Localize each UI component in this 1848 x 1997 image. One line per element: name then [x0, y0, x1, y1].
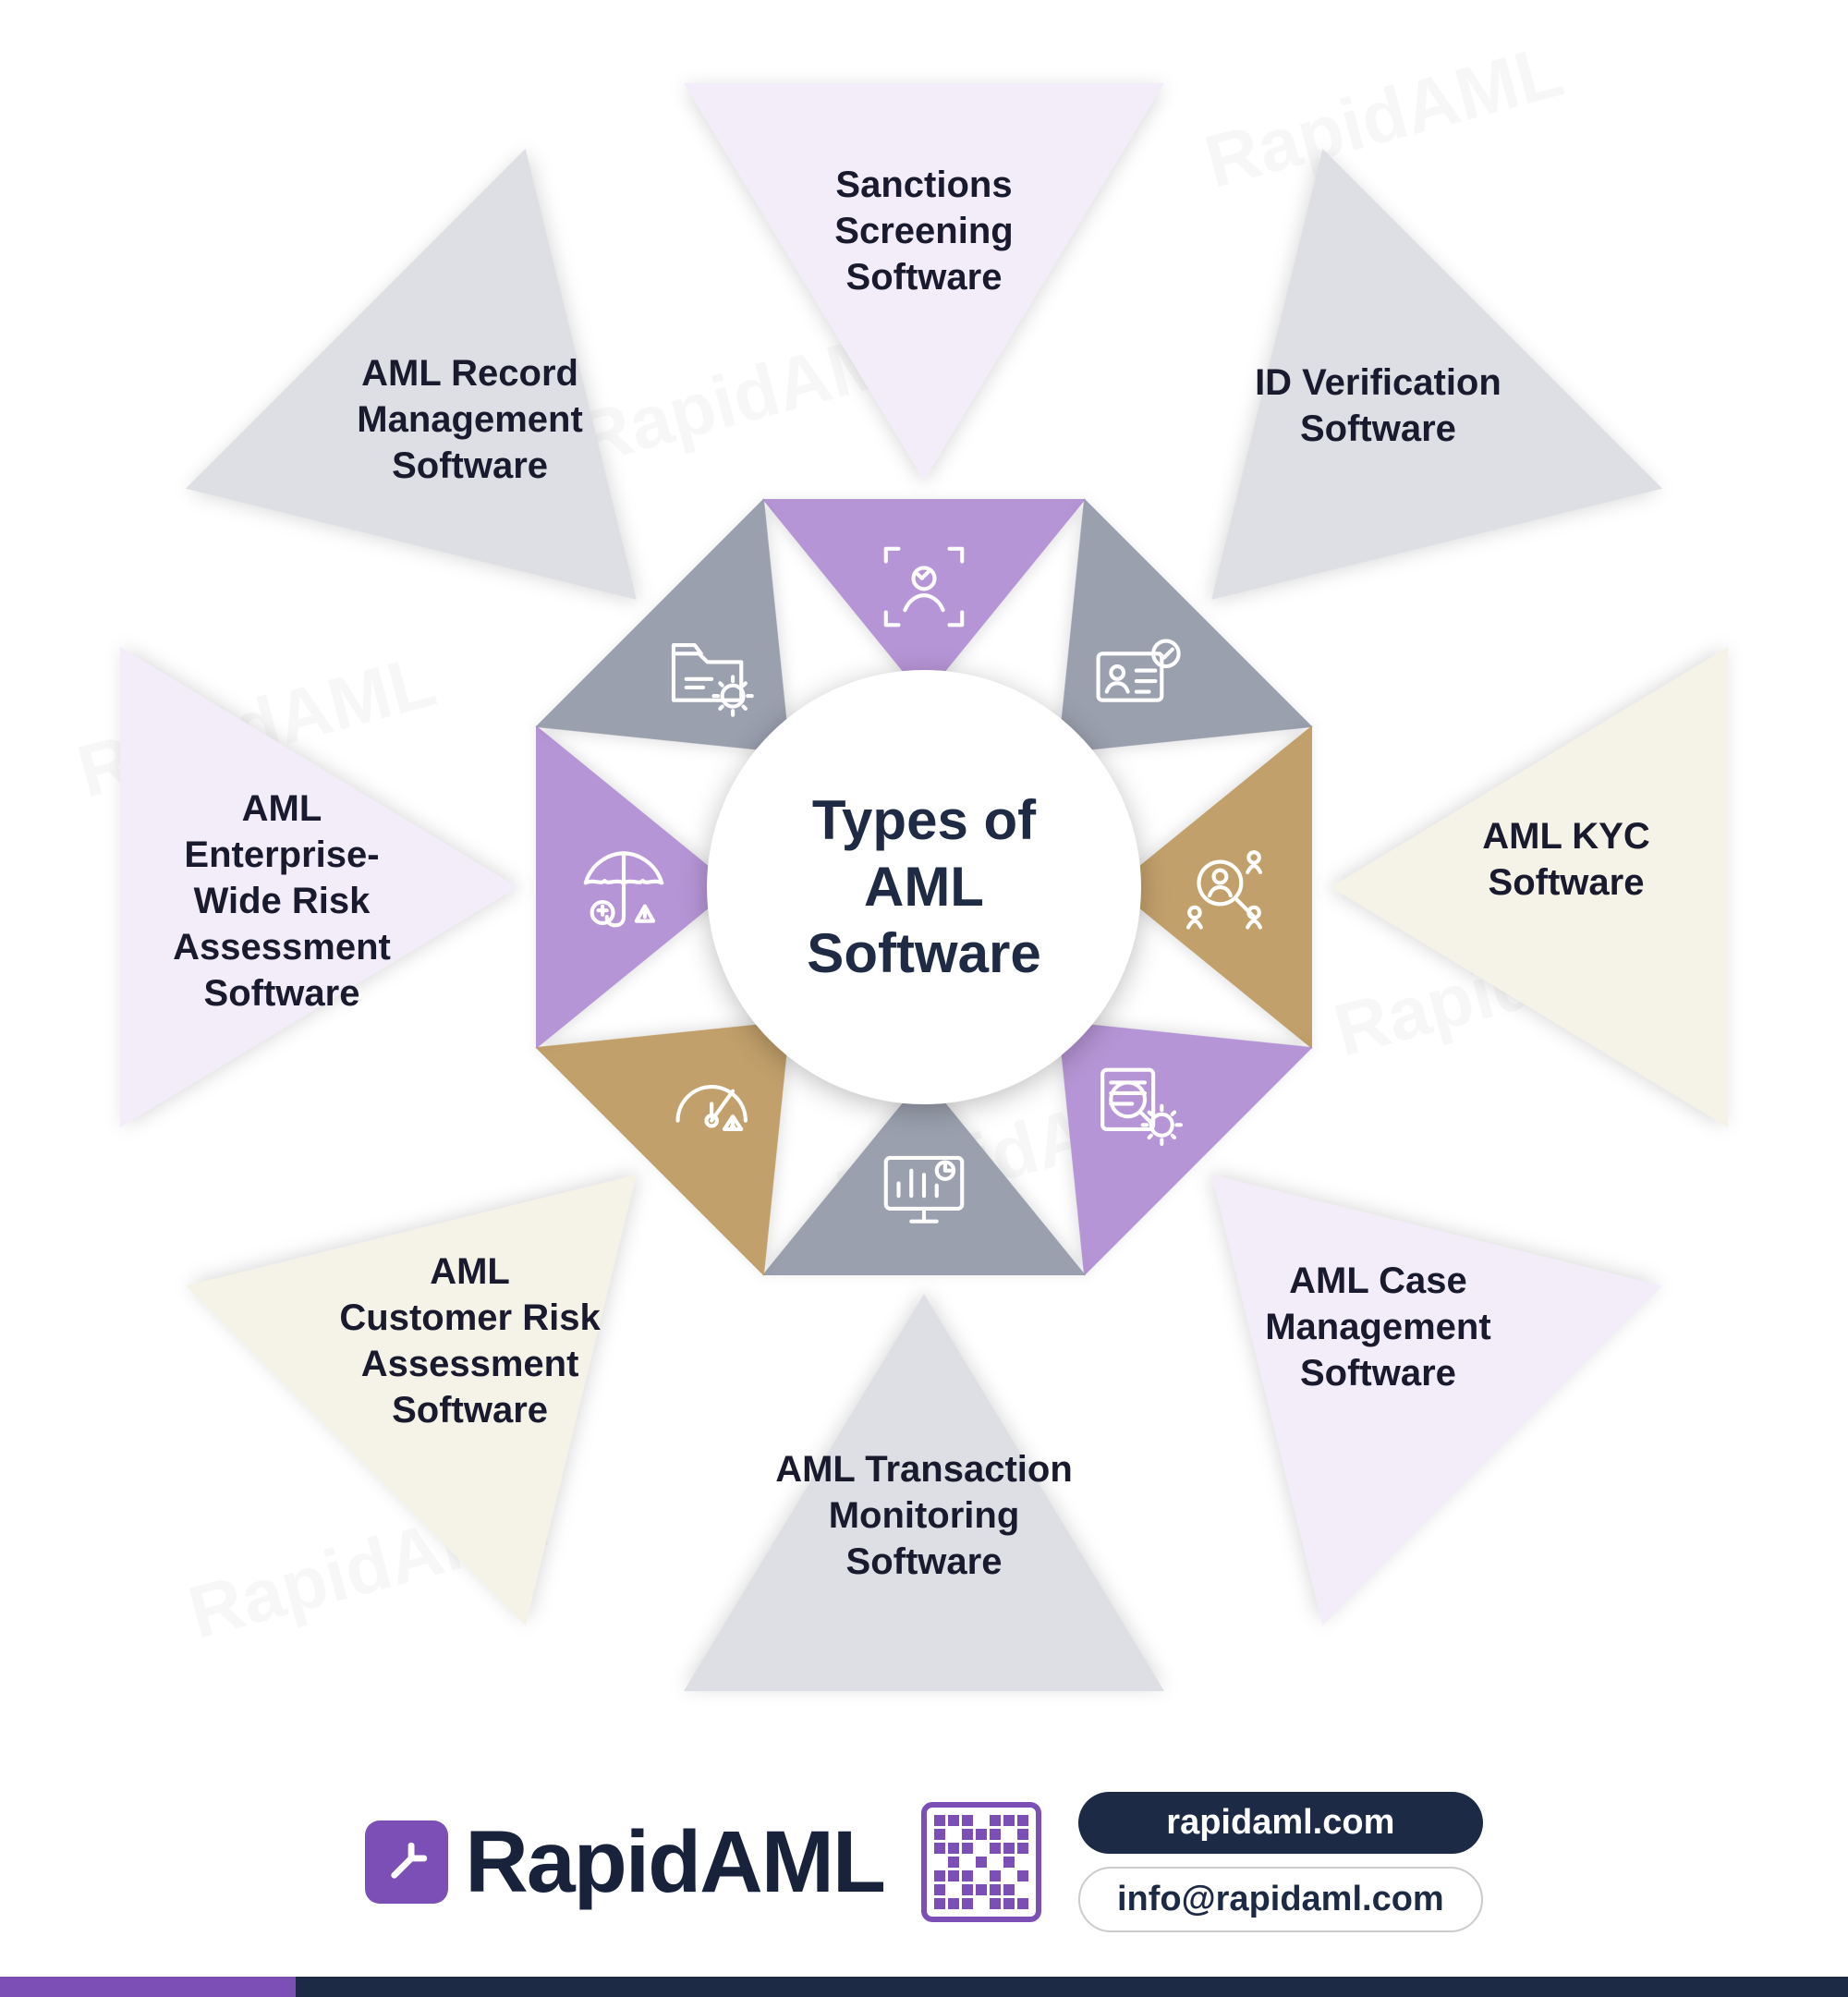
qr-code-icon	[921, 1802, 1041, 1922]
radial-diagram: Types ofAMLSoftware SanctionsScreeningSo…	[92, 55, 1756, 1719]
wedge-label-5: AMLCustomer RiskAssessmentSoftware	[286, 1248, 655, 1433]
wedge-label-7: AML RecordManagementSoftware	[286, 350, 655, 489]
center-title: Types ofAMLSoftware	[807, 787, 1040, 987]
gauge-alert-icon	[661, 1049, 762, 1151]
center-circle: Types ofAMLSoftware	[707, 670, 1141, 1104]
footer: RapidAML rapidaml.com info@rapidaml.com	[0, 1792, 1848, 1932]
email-pill: info@rapidaml.com	[1078, 1867, 1483, 1932]
contact-block: rapidaml.com info@rapidaml.com	[1078, 1792, 1483, 1932]
wedge-label-3: AML CaseManagementSoftware	[1193, 1258, 1562, 1396]
wedge-label-1: ID VerificationSoftware	[1193, 359, 1562, 452]
bottom-bar	[0, 1977, 1848, 1997]
wedge-label-0: SanctionsScreeningSoftware	[739, 162, 1109, 300]
folder-gear-icon	[661, 624, 762, 725]
brand-text: RapidAML	[465, 1812, 884, 1913]
website-pill: rapidaml.com	[1078, 1792, 1483, 1854]
wedge-label-2: AML KYCSoftware	[1381, 813, 1751, 906]
case-gear-icon	[1086, 1049, 1187, 1151]
id-card-check-icon	[1086, 624, 1187, 725]
monitor-chart-icon	[873, 1137, 975, 1238]
brand-mark-icon	[365, 1820, 448, 1904]
brand-logo: RapidAML	[365, 1812, 884, 1913]
wedge-label-6: AMLEnterprise-Wide RiskAssessmentSoftwar…	[97, 785, 467, 1017]
wedge-label-4: AML TransactionMonitoringSoftware	[739, 1446, 1109, 1585]
